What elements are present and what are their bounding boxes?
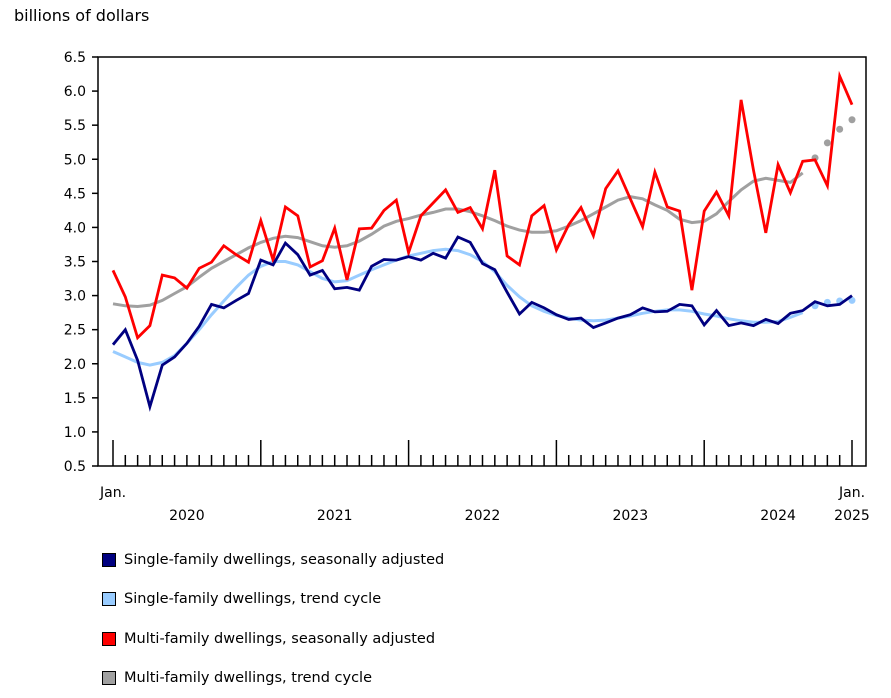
y-tick-label: 3.5 xyxy=(64,255,86,271)
legend-item: Single-family dwellings, seasonally adju… xyxy=(102,540,444,580)
y-tick-label: 4.5 xyxy=(64,186,86,202)
legend-swatch xyxy=(102,671,116,685)
y-tick-label: 4.0 xyxy=(64,220,86,236)
x-tick-label: Jan. xyxy=(99,485,126,501)
legend-swatch xyxy=(102,592,116,606)
series-line xyxy=(113,76,852,338)
legend-label: Single-family dwellings, trend cycle xyxy=(124,591,381,607)
legend-swatch xyxy=(102,632,116,646)
y-tick-label: 5.0 xyxy=(64,152,86,168)
legend-label: Multi-family dwellings, trend cycle xyxy=(124,670,372,686)
legend: Single-family dwellings, seasonally adju… xyxy=(102,540,444,698)
legend-item: Single-family dwellings, trend cycle xyxy=(102,580,444,620)
x-year-label: 2021 xyxy=(317,508,353,524)
x-year-label: 2023 xyxy=(612,508,648,524)
legend-label: Multi-family dwellings, seasonally adjus… xyxy=(124,631,435,647)
x-year-label: 2020 xyxy=(169,508,205,524)
y-tick-label: 2.0 xyxy=(64,357,86,373)
chart-plot: 0.5 1.0 1.5 2.0 2.5 3.0 3.5 4.0 4.5 5.0 5.5 6.0 6.5 J… xyxy=(0,0,891,530)
projected-point xyxy=(836,126,843,133)
y-tick-label: 5.5 xyxy=(64,118,86,134)
y-tick-label: 1.5 xyxy=(64,391,86,407)
x-year-label: 2024 xyxy=(760,508,796,524)
y-tick-label: 0.5 xyxy=(64,459,86,475)
legend-item: Multi-family dwellings, trend cycle xyxy=(102,659,444,698)
legend-swatch xyxy=(102,553,116,567)
y-tick-label: 1.0 xyxy=(64,425,86,441)
x-year-label: 2025 xyxy=(834,508,870,524)
projected-point xyxy=(849,116,856,123)
x-year-label: 2022 xyxy=(465,508,501,524)
y-tick-label: 3.0 xyxy=(64,289,86,305)
y-tick-label: 2.5 xyxy=(64,323,86,339)
y-tick-label: 6.0 xyxy=(64,84,86,100)
legend-label: Single-family dwellings, seasonally adju… xyxy=(124,552,444,568)
x-tick-label: Jan. xyxy=(838,485,865,501)
y-tick-label: 6.5 xyxy=(64,50,86,66)
projected-point xyxy=(824,139,831,146)
legend-item: Multi-family dwellings, seasonally adjus… xyxy=(102,619,444,659)
